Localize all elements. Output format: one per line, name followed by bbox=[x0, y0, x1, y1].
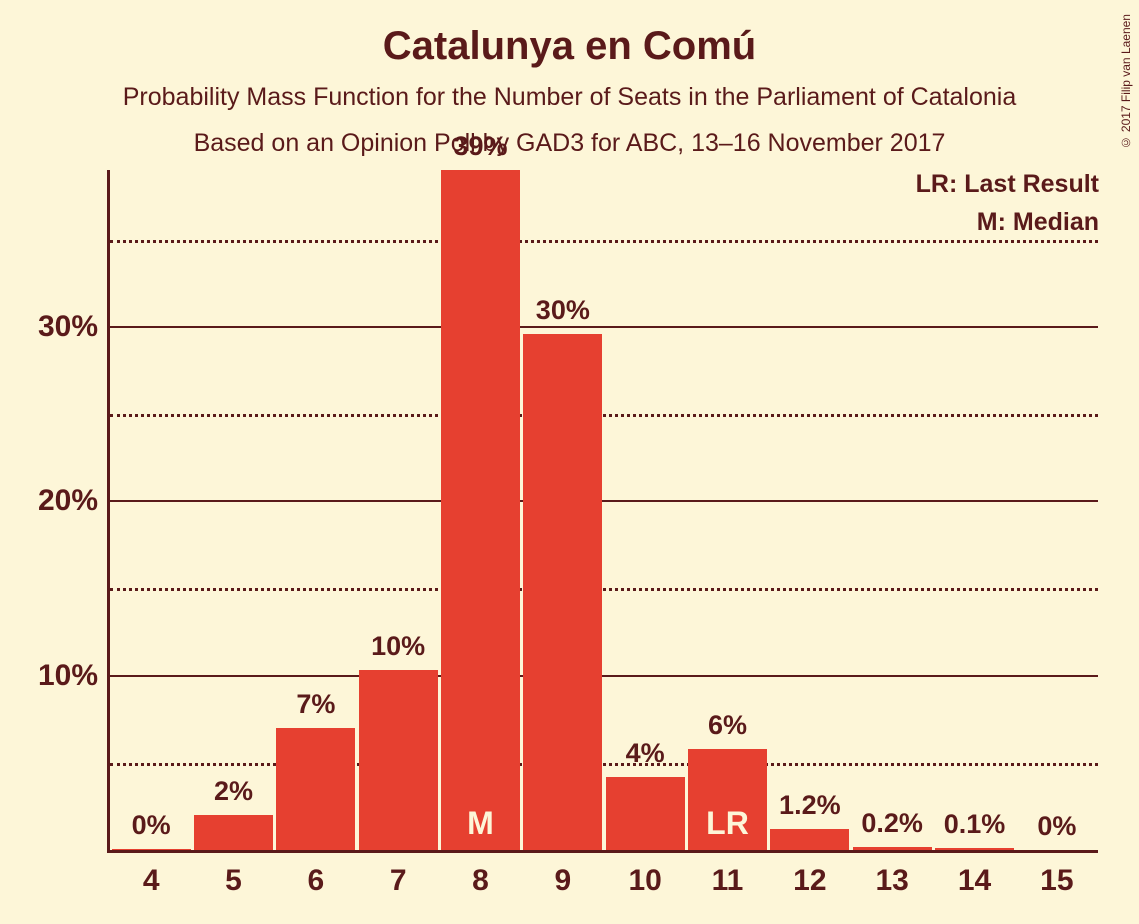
bar-value-label: 2% bbox=[214, 776, 253, 807]
y-tick-label: 20% bbox=[38, 484, 98, 518]
bar: 7% bbox=[276, 728, 355, 850]
x-tick-label: 8 bbox=[472, 864, 489, 898]
x-axis bbox=[107, 850, 1098, 853]
bar: 30% bbox=[523, 334, 602, 850]
x-tick-label: 12 bbox=[793, 864, 826, 898]
chart-title: Catalunya en Comú bbox=[0, 0, 1139, 69]
y-axis bbox=[107, 170, 110, 853]
bar-value-label: 0.1% bbox=[944, 809, 1006, 840]
bar-value-label: 0% bbox=[1037, 811, 1076, 842]
bar-value-label: 7% bbox=[296, 689, 335, 720]
y-tick-label: 10% bbox=[38, 659, 98, 693]
grid-major bbox=[110, 500, 1098, 502]
x-tick-label: 15 bbox=[1040, 864, 1073, 898]
x-tick-label: 5 bbox=[225, 864, 242, 898]
bar: 39%M bbox=[441, 170, 520, 850]
bar-value-label: 0.2% bbox=[861, 808, 923, 839]
bar-value-label: 4% bbox=[626, 738, 665, 769]
x-tick-label: 6 bbox=[307, 864, 324, 898]
bar-annotation: LR bbox=[706, 805, 749, 842]
bar-value-label: 0% bbox=[132, 810, 171, 841]
x-tick-label: 9 bbox=[554, 864, 571, 898]
bar-annotation: M bbox=[467, 805, 494, 842]
bar: 2% bbox=[194, 815, 273, 850]
x-tick-label: 10 bbox=[628, 864, 661, 898]
grid-minor bbox=[110, 763, 1098, 766]
bar-value-label: 1.2% bbox=[779, 790, 841, 821]
grid-major bbox=[110, 675, 1098, 677]
chart-subtitle-1: Probability Mass Function for the Number… bbox=[0, 83, 1139, 112]
grid-major bbox=[110, 326, 1098, 328]
chart-subtitle-2: Based on an Opinion Poll by GAD3 for ABC… bbox=[0, 129, 1139, 158]
copyright-text: © 2017 Filip van Laenen bbox=[1119, 14, 1133, 149]
x-tick-label: 13 bbox=[875, 864, 908, 898]
x-tick-label: 7 bbox=[390, 864, 407, 898]
bar: 6%LR bbox=[688, 749, 767, 850]
bar-value-label: 30% bbox=[536, 295, 590, 326]
bar-value-label: 39% bbox=[453, 131, 507, 162]
bar: 4% bbox=[606, 777, 685, 850]
x-tick-label: 4 bbox=[143, 864, 160, 898]
bar: 10% bbox=[359, 670, 438, 850]
bar-value-label: 6% bbox=[708, 710, 747, 741]
grid-minor bbox=[110, 414, 1098, 417]
x-tick-label: 14 bbox=[958, 864, 991, 898]
grid-minor bbox=[110, 240, 1098, 243]
grid-minor bbox=[110, 588, 1098, 591]
pmf-bar-chart: 10%20%30%0%42%57%610%739%M830%94%106%LR1… bbox=[110, 170, 1098, 850]
bar-value-label: 10% bbox=[371, 631, 425, 662]
x-tick-label: 11 bbox=[712, 864, 744, 898]
y-tick-label: 30% bbox=[38, 310, 98, 344]
bar: 1.2% bbox=[770, 829, 849, 850]
